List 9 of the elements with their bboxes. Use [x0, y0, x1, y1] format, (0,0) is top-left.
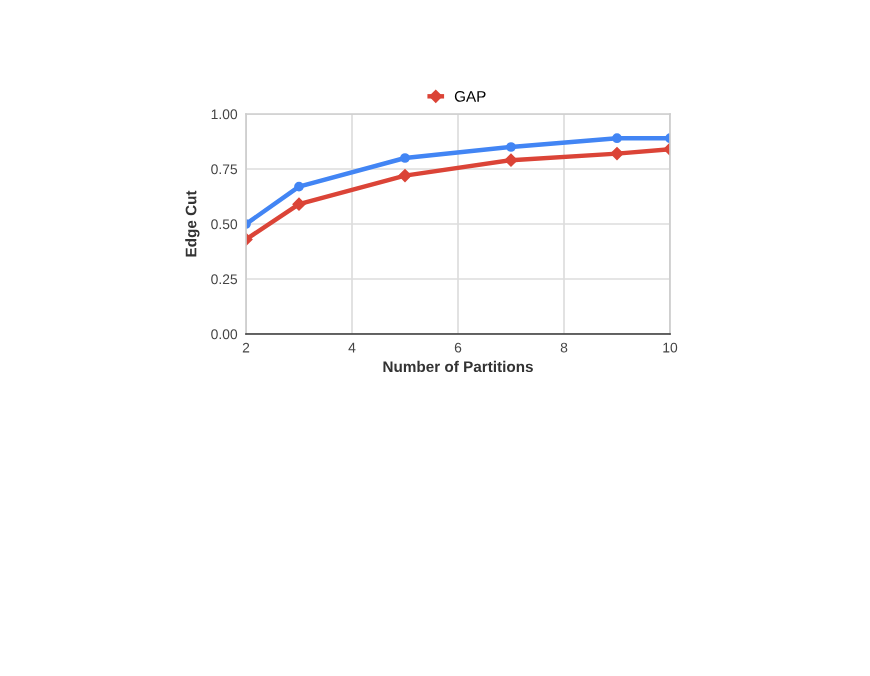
point: [292, 197, 306, 211]
point: [610, 147, 624, 160]
line-series: [246, 133, 670, 229]
point: [506, 142, 516, 152]
point: [612, 133, 622, 144]
point: [398, 169, 412, 182]
point: [504, 153, 518, 167]
point: [294, 181, 304, 192]
point: [400, 153, 410, 163]
